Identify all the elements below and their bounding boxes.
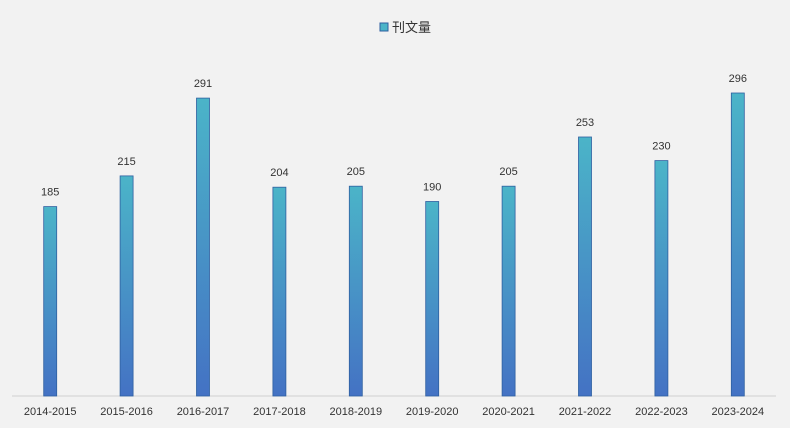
legend-swatch — [379, 22, 389, 32]
legend: 刊文量 — [379, 20, 431, 35]
bar-2022-2023 — [654, 160, 669, 397]
value-label-2017-2018: 204 — [270, 167, 288, 179]
bar-2020-2021 — [501, 185, 516, 397]
bar-2021-2022 — [578, 136, 592, 397]
x-tick-labels-group: 2014-2015 2015-2016 2016-2017 2017-2018 2018… — [24, 406, 764, 418]
bar-2016-2017 — [196, 97, 210, 397]
x-tick-label-2014-2015: 2014-2015 — [24, 406, 77, 418]
value-label-2023-2024: 296 — [729, 73, 747, 85]
bar-2017-2018 — [272, 186, 287, 397]
value-label-2022-2023: 230 — [652, 141, 670, 153]
x-tick-label-2016-2017: 2016-2017 — [177, 406, 230, 418]
legend-label: 刊文量 — [392, 20, 431, 35]
x-tick-label-2017-2018: 2017-2018 — [253, 406, 306, 418]
bar-2015-2016 — [119, 175, 134, 397]
bar-2014-2015 — [43, 206, 58, 397]
value-label-2021-2022: 253 — [576, 117, 594, 129]
x-tick-label-2018-2019: 2018-2019 — [329, 406, 382, 418]
bar-2019-2020 — [425, 201, 440, 397]
bar-2018-2019 — [348, 185, 363, 397]
value-label-2018-2019: 205 — [347, 166, 365, 178]
bar-2023-2024 — [730, 92, 745, 397]
x-tick-label-2020-2021: 2020-2021 — [482, 406, 535, 418]
value-label-2020-2021: 205 — [499, 166, 517, 178]
value-labels-group: 185 215 291 204 205 190 205 253 230 296 — [41, 73, 747, 199]
value-label-2014-2015: 185 — [41, 187, 59, 199]
x-tick-label-2021-2022: 2021-2022 — [559, 406, 612, 418]
x-tick-label-2023-2024: 2023-2024 — [711, 406, 764, 418]
x-tick-label-2022-2023: 2022-2023 — [635, 406, 688, 418]
value-label-2015-2016: 215 — [117, 156, 135, 168]
value-label-2016-2017: 291 — [194, 78, 212, 90]
value-label-2019-2020: 190 — [423, 182, 441, 194]
bars-group — [43, 92, 745, 397]
x-tick-label-2015-2016: 2015-2016 — [100, 406, 153, 418]
x-tick-label-2019-2020: 2019-2020 — [406, 406, 459, 418]
